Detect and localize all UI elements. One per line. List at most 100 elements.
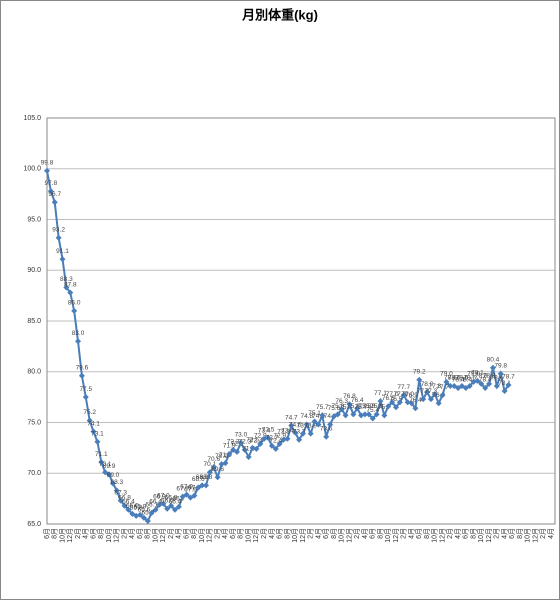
point [226, 450, 233, 457]
x-tick-label: 6月 [182, 528, 190, 539]
x-tick-label: 12月 [206, 528, 214, 543]
x-tick-label: 12月 [66, 528, 74, 543]
point [59, 256, 66, 263]
data-label: 78.6 [444, 375, 457, 382]
point [447, 382, 454, 389]
point [408, 400, 415, 407]
point [389, 399, 396, 406]
data-label: 78.4 [459, 377, 472, 384]
data-label: 73.4 [281, 427, 294, 434]
chart-title: 月別体重(kg) [241, 7, 318, 22]
point [497, 370, 504, 377]
point [296, 436, 303, 443]
point [489, 364, 496, 371]
point [202, 482, 209, 489]
data-label: 68.3 [110, 479, 123, 486]
point [140, 514, 147, 521]
point [191, 492, 198, 499]
data-label: 65.8 [130, 505, 143, 512]
data-label: 76.4 [409, 397, 422, 404]
y-tick-label: 70.0 [27, 470, 41, 477]
data-label: 77.1 [374, 390, 387, 397]
data-label: 76.8 [343, 393, 356, 400]
point [237, 439, 244, 446]
point [439, 392, 446, 399]
data-label: 77.0 [386, 391, 399, 398]
point [164, 505, 171, 512]
point [44, 167, 50, 174]
data-label: 69.0 [107, 472, 120, 479]
point [311, 418, 318, 425]
x-tick-label: 12月 [299, 528, 307, 543]
point [420, 396, 427, 403]
plot-border [46, 117, 556, 525]
x-tick-label: 2月 [74, 528, 82, 539]
data-label: 66.9 [153, 493, 166, 500]
data-label: 75.8 [370, 403, 383, 410]
data-label: 93.2 [52, 226, 65, 233]
point [319, 412, 326, 419]
data-label: 75.8 [363, 403, 376, 410]
data-label: 75.4 [366, 407, 379, 414]
data-label: 69.9 [103, 463, 116, 470]
point [474, 377, 481, 384]
point [385, 403, 392, 410]
data-label: 75.8 [332, 403, 345, 410]
data-label: 67.6 [184, 486, 197, 493]
data-label: 91.1 [56, 248, 69, 255]
data-label: 66.1 [145, 502, 158, 509]
x-tick-label: 12月 [531, 528, 539, 543]
point [416, 376, 423, 383]
x-tick-label: 8月 [376, 528, 384, 539]
data-label: 74.0 [289, 421, 302, 428]
x-tick-label: 2月 [353, 528, 361, 539]
data-label: 65.3 [141, 510, 154, 517]
point [265, 434, 272, 441]
data-label: 88.3 [60, 276, 73, 283]
point [396, 399, 403, 406]
x-tick-label: 4月 [454, 528, 462, 539]
point [338, 406, 345, 413]
data-label: 67.8 [188, 484, 201, 491]
x-tick-label: 6月 [229, 528, 237, 539]
x-tick-label: 8月 [97, 528, 105, 539]
point [257, 440, 264, 447]
data-label: 78.6 [448, 375, 461, 382]
data-label: 73.9 [297, 422, 310, 429]
point [435, 400, 442, 407]
data-label: 80.4 [487, 356, 500, 363]
data-label: 67.7 [176, 485, 189, 492]
point [90, 428, 97, 435]
data-label: 72.9 [254, 433, 267, 440]
x-tick-label: 6月 [415, 528, 423, 539]
y-tick-label: 100.0 [23, 166, 41, 173]
y-tick-label: 95.0 [27, 216, 41, 223]
x-tick-label: 4月 [361, 528, 369, 539]
point [55, 234, 62, 241]
x-tick-label: 6月 [89, 528, 97, 539]
point [505, 381, 512, 388]
data-label: 73.1 [91, 431, 104, 438]
point [67, 289, 74, 296]
point [443, 378, 450, 385]
point [361, 411, 368, 418]
point [493, 382, 500, 389]
x-tick-label: 6月 [322, 528, 330, 539]
x-tick-label: 12月 [485, 528, 493, 543]
x-tick-label: 8月 [190, 528, 198, 539]
x-tick-label: 10月 [384, 528, 392, 543]
y-tick-label: 105.0 [23, 115, 41, 122]
data-label: 77.8 [428, 383, 441, 390]
x-tick-label: 6月 [276, 528, 284, 539]
data-label: 77.7 [397, 384, 410, 391]
x-tick-label: 4月 [500, 528, 508, 539]
x-tick-label: 2月 [120, 528, 128, 539]
point [94, 438, 101, 445]
data-label: 87.8 [64, 281, 77, 288]
data-label: 73.4 [258, 427, 271, 434]
data-label: 75.7 [316, 404, 329, 411]
point [71, 307, 78, 314]
point [334, 411, 341, 418]
